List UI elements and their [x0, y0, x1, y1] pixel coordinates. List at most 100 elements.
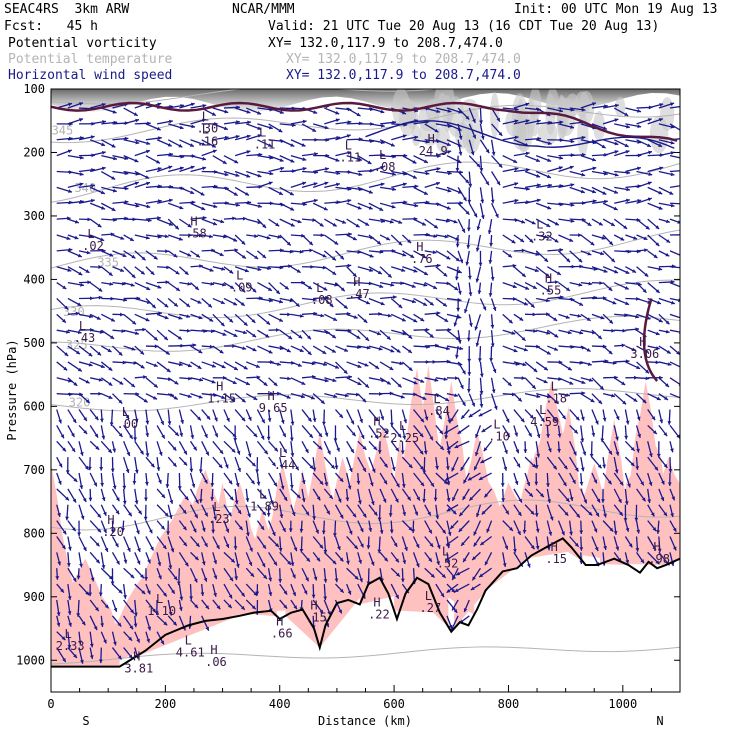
valid-time: Valid: 21 UTC Tue 20 Aug 13 (16 CDT Tue … [268, 19, 660, 34]
wind-arrowhead [622, 400, 627, 405]
wind-arrowhead [74, 235, 79, 240]
wind-arrowhead [140, 350, 144, 355]
wind-vector [669, 266, 680, 269]
wind-arrowhead [514, 135, 519, 140]
wind-arrowhead [252, 347, 257, 352]
wind-arrowhead [177, 486, 182, 490]
wind-arrowhead [324, 482, 329, 487]
pv-shade-patch [556, 94, 567, 143]
wind-arrowhead [603, 269, 608, 273]
extremum-value: .08 [311, 293, 333, 307]
wind-arrowhead [329, 494, 333, 499]
wind-arrowhead [507, 382, 512, 386]
wind-arrowhead [287, 312, 291, 317]
wind-arrowhead [241, 240, 246, 245]
wind-arrowhead [124, 200, 129, 204]
wind-arrowhead [98, 659, 103, 664]
wind-arrowhead [209, 268, 214, 272]
wind-arrowhead [455, 257, 460, 262]
wind-arrowhead [660, 497, 665, 501]
wind-arrowhead [253, 396, 258, 400]
wind-arrowhead [464, 309, 468, 314]
extremum-marker: L [425, 589, 432, 603]
wind-arrowhead [463, 558, 467, 563]
wind-arrowhead [581, 107, 586, 112]
wind-arrowhead [634, 517, 639, 522]
wind-arrowhead [487, 230, 492, 234]
wind-arrowhead [640, 559, 644, 564]
wind-arrowhead [68, 189, 72, 193]
wind-arrowhead [96, 316, 101, 320]
wind-arrowhead [670, 203, 675, 208]
wind-arrowhead [462, 496, 467, 501]
wind-arrowhead [334, 241, 339, 245]
wind-arrowhead [432, 359, 437, 364]
wind-arrowhead [91, 183, 95, 188]
wind-arrowhead [101, 497, 106, 501]
wind-arrowhead [444, 477, 449, 481]
wind-arrowhead [130, 574, 135, 579]
wind-arrowhead [358, 559, 362, 564]
wind-arrowhead [351, 432, 356, 437]
pv-shade-patch [537, 121, 558, 146]
wind-arrowhead [346, 134, 351, 138]
wind-arrowhead [656, 396, 661, 401]
wind-arrowhead [462, 197, 467, 202]
wind-arrowhead [670, 124, 675, 129]
wind-arrowhead [157, 166, 162, 171]
wind-arrowhead [433, 234, 438, 239]
wind-arrowhead [545, 273, 550, 277]
wind-arrowhead [546, 174, 551, 179]
wind-arrowhead [460, 466, 465, 471]
wind-arrowhead [268, 577, 273, 582]
wind-arrowhead [518, 498, 522, 503]
wind-arrowhead [526, 563, 531, 568]
wind-arrowhead [447, 188, 452, 193]
wind-arrowhead [233, 237, 238, 242]
wind-arrowhead [283, 590, 288, 595]
wind-arrowhead [144, 577, 148, 581]
wind-arrowhead [667, 421, 672, 425]
wind-arrowhead [535, 528, 540, 533]
extremum-marker: H [353, 275, 360, 289]
wind-arrowhead [279, 464, 284, 469]
y-tick-label: 500 [23, 336, 45, 350]
wind-arrowhead [187, 252, 192, 257]
wind-arrowhead [619, 511, 623, 516]
wind-arrowhead [146, 590, 151, 595]
wind-arrowhead [553, 465, 557, 470]
wind-arrowhead [578, 233, 582, 238]
wind-arrowhead [478, 262, 483, 267]
wind-arrowhead [377, 270, 382, 275]
wind-arrowhead [419, 466, 424, 470]
wind-arrowhead [220, 300, 225, 305]
wind-arrowhead [359, 418, 363, 423]
wind-arrowhead [124, 186, 129, 191]
wind-arrowhead [477, 290, 482, 295]
wind-arrowhead [467, 199, 472, 204]
wind-arrowhead [290, 158, 295, 163]
wind-arrowhead [407, 349, 412, 353]
wind-arrowhead [378, 312, 382, 316]
wind-arrowhead [420, 379, 425, 383]
wind-arrowhead [219, 349, 224, 354]
wind-arrowhead [145, 420, 150, 425]
wind-arrowhead [354, 575, 359, 580]
wind-arrowhead [624, 286, 629, 290]
wind-arrowhead [158, 311, 162, 316]
wind-arrowhead [383, 480, 387, 485]
wind-arrowhead [480, 199, 485, 204]
wind-arrowhead [632, 269, 637, 273]
wind-arrowhead [62, 530, 67, 535]
wind-arrowhead [682, 137, 686, 141]
wind-arrowhead [344, 348, 349, 352]
wind-arrowhead [436, 167, 441, 171]
wind-arrowhead [225, 543, 230, 548]
wind-arrowhead [682, 202, 686, 206]
wind-arrowhead [101, 102, 106, 107]
wind-arrowhead [136, 638, 140, 643]
wind-arrowhead [143, 516, 148, 521]
wind-arrowhead [665, 219, 670, 224]
wind-arrowhead [429, 301, 434, 306]
wind-arrowhead [187, 394, 192, 399]
